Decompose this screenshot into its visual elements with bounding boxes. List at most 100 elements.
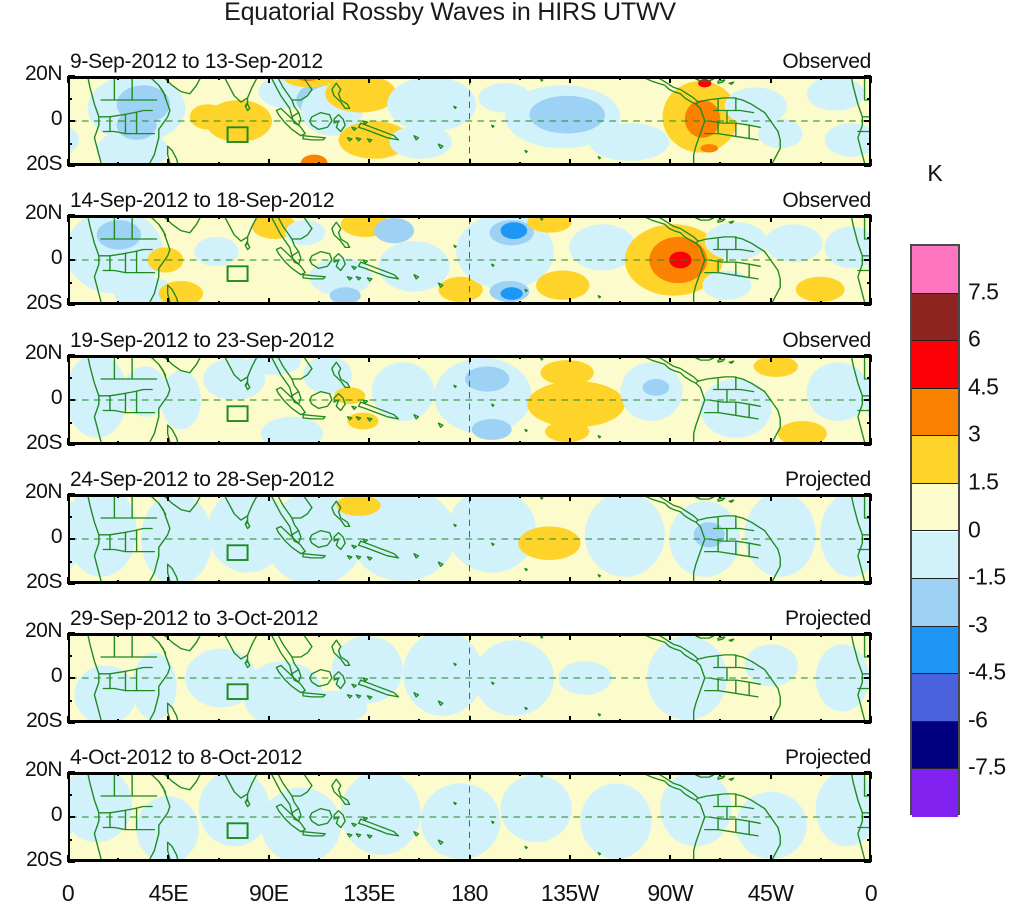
x-tick xyxy=(568,633,571,640)
x-tick xyxy=(67,772,69,779)
panel-field xyxy=(70,775,869,859)
x-tick xyxy=(167,494,170,501)
x-tick xyxy=(317,580,320,584)
y-tick xyxy=(68,793,72,796)
x-tick xyxy=(217,355,220,359)
x-tick xyxy=(167,159,170,166)
x-tick xyxy=(568,159,571,166)
x-tick xyxy=(819,441,822,445)
y-tick xyxy=(68,538,75,540)
x-axis-label: 90E xyxy=(249,880,289,906)
x-tick xyxy=(669,215,672,222)
x-tick xyxy=(368,298,371,305)
x-tick xyxy=(368,76,371,83)
x-tick xyxy=(468,855,471,862)
y-axis-label: 20N xyxy=(24,619,63,642)
colorbar-band xyxy=(912,293,958,342)
x-tick xyxy=(117,355,120,359)
panel-6: 4-Oct-2012 to 8-Oct-2012 Projected xyxy=(67,746,872,863)
x-tick xyxy=(117,580,120,584)
x-tick xyxy=(267,159,270,166)
x-tick xyxy=(418,162,421,166)
x-tick xyxy=(368,855,371,862)
y-tick xyxy=(68,861,75,863)
y-tick xyxy=(68,304,75,306)
y-tick xyxy=(867,281,871,284)
x-tick xyxy=(167,716,170,723)
x-tick xyxy=(870,215,872,222)
x-tick xyxy=(669,355,672,362)
x-tick xyxy=(568,215,571,222)
x-tick xyxy=(870,494,872,501)
x-tick xyxy=(468,494,471,501)
y-tick xyxy=(68,838,72,841)
x-tick xyxy=(468,76,471,83)
x-tick xyxy=(518,580,521,584)
x-tick xyxy=(317,633,320,637)
x-axis-label: 135W xyxy=(540,880,600,906)
y-tick xyxy=(68,281,72,284)
x-tick xyxy=(568,76,571,83)
x-tick xyxy=(769,159,772,166)
x-tick xyxy=(468,716,471,723)
x-tick xyxy=(669,298,672,305)
panel-2: 14-Sep-2012 to 18-Sep-2012 Observed xyxy=(67,189,872,306)
colorbar-unit-label: K xyxy=(927,160,943,186)
x-tick xyxy=(67,716,69,723)
x-tick xyxy=(619,355,622,359)
x-axis-label: 45W xyxy=(747,880,794,906)
x-tick xyxy=(317,162,320,166)
colorbar xyxy=(910,244,960,817)
x-tick xyxy=(117,215,120,219)
x-tick xyxy=(368,159,371,166)
y-tick xyxy=(864,75,871,77)
colorbar-band xyxy=(912,388,958,437)
x-tick xyxy=(267,855,270,862)
x-tick xyxy=(619,633,622,637)
panel-field xyxy=(70,358,869,442)
x-tick xyxy=(317,215,320,219)
x-tick xyxy=(217,633,220,637)
x-tick xyxy=(619,215,622,219)
x-tick xyxy=(518,215,521,219)
y-tick xyxy=(864,165,871,167)
x-tick xyxy=(719,580,722,584)
x-tick xyxy=(819,858,822,862)
colorbar-tick-label: -3 xyxy=(968,611,988,638)
y-tick xyxy=(864,771,871,773)
x-tick xyxy=(368,438,371,445)
x-tick xyxy=(117,301,120,305)
x-tick xyxy=(117,719,120,723)
y-tick xyxy=(864,722,871,724)
colorbar-band xyxy=(912,721,958,770)
x-tick xyxy=(619,441,622,445)
y-tick xyxy=(68,376,72,379)
panel-field xyxy=(70,497,869,581)
x-tick xyxy=(518,633,521,637)
x-tick xyxy=(669,855,672,862)
panel-plot-area xyxy=(68,215,871,305)
x-tick xyxy=(167,438,170,445)
x-tick xyxy=(167,772,170,779)
x-tick xyxy=(217,441,220,445)
y-tick xyxy=(867,793,871,796)
colorbar-band xyxy=(912,531,958,580)
x-tick xyxy=(67,355,69,362)
y-axis-label: 20N xyxy=(24,341,63,364)
x-tick xyxy=(769,772,772,779)
x-tick xyxy=(568,855,571,862)
x-tick xyxy=(418,580,421,584)
y-tick xyxy=(867,97,871,100)
x-tick xyxy=(769,855,772,862)
x-tick xyxy=(167,298,170,305)
colorbar-band xyxy=(912,769,958,817)
y-axis-label: 0 xyxy=(50,107,63,130)
y-tick xyxy=(68,560,72,563)
x-tick xyxy=(167,355,170,362)
x-tick xyxy=(819,215,822,219)
x-tick xyxy=(267,438,270,445)
y-tick xyxy=(68,421,72,424)
x-tick xyxy=(518,719,521,723)
y-tick xyxy=(68,142,72,145)
x-tick xyxy=(870,577,872,584)
